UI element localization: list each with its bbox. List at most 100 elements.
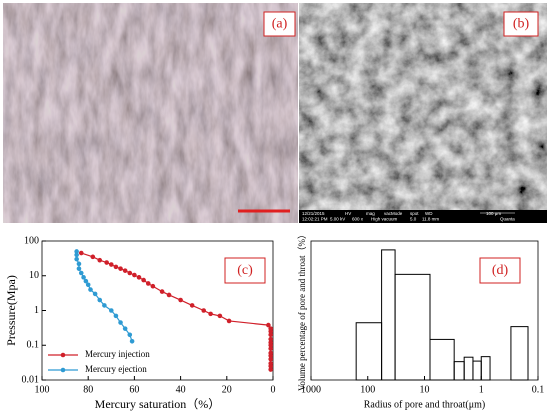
info-text: 5.0 [410, 217, 417, 222]
x-tick-label: 40 [176, 384, 186, 395]
data-point [268, 336, 273, 342]
label-box [224, 257, 266, 284]
bar [381, 249, 396, 381]
bar [355, 322, 383, 381]
data-point [141, 277, 146, 283]
info-text: Quanta [500, 217, 515, 222]
data-point [78, 250, 84, 256]
data-point [92, 291, 98, 297]
bar [394, 273, 431, 381]
data-point [268, 356, 273, 362]
data-point [78, 270, 84, 276]
y-tick-label: 0.01 [22, 374, 40, 385]
data-point [268, 329, 273, 334]
data-point [266, 322, 271, 328]
bar [453, 361, 465, 381]
data-point [208, 311, 213, 317]
data-point [122, 268, 128, 273]
data-point [85, 282, 91, 288]
label-box [479, 257, 521, 284]
legend-label: Mercury injection [85, 349, 150, 359]
data-point [113, 264, 119, 270]
x-tick-label: 0.1 [532, 384, 545, 395]
data-point [226, 318, 232, 324]
info-text: 100 μm [486, 211, 501, 216]
legend-label: Mercury ejection [85, 364, 147, 374]
panel-label: (a) [272, 17, 288, 32]
x-tick-label: 1000 [301, 384, 321, 395]
bar [463, 356, 474, 381]
data-point [136, 275, 142, 280]
x-tick-label: 100 [35, 384, 50, 395]
data-point [268, 332, 273, 338]
info-text: spot [410, 211, 419, 216]
x-axis-label: Mercury saturation（%） [95, 397, 221, 411]
panel-label: (b) [513, 17, 530, 32]
info-text: WD [425, 211, 433, 216]
y-tick-label: 1 [34, 305, 39, 316]
data-point [122, 326, 128, 331]
data-point [189, 303, 195, 308]
y-axis-label: Pressure(Mpa) [4, 275, 18, 346]
info-text: High vacuum [371, 217, 398, 222]
data-point [127, 270, 133, 276]
data-point [109, 262, 114, 267]
x-tick-label: 1 [479, 384, 484, 395]
data-point [268, 353, 273, 359]
data-point [118, 320, 123, 325]
y-axis-label: Volume percentage of pore and throat（%） [297, 230, 307, 391]
photo-b [299, 3, 547, 210]
x-tick-label: 20 [222, 384, 232, 395]
x-axis-label: Radius of pore and throat(μm) [364, 399, 485, 410]
info-text: HV [345, 211, 351, 216]
x-tick-label: 10 [420, 384, 430, 395]
data-point [118, 266, 123, 271]
label-box [503, 11, 539, 37]
data-point [268, 363, 273, 369]
data-point [178, 297, 183, 303]
data-point [145, 281, 151, 286]
data-point [74, 249, 79, 254]
data-point [76, 261, 82, 267]
data-point [217, 313, 223, 319]
data-point [104, 260, 109, 265]
data-point [83, 278, 89, 284]
data-point [201, 308, 206, 313]
data-point [97, 297, 103, 303]
y-tick-label: 0.1 [27, 340, 40, 351]
legend-marker [60, 367, 66, 373]
data-point [81, 275, 86, 280]
photo-a-tint [3, 3, 298, 223]
data-point [129, 338, 135, 344]
bar [429, 338, 455, 381]
data-point [113, 313, 119, 319]
bar [472, 360, 482, 381]
data-point [159, 289, 165, 294]
data-point [132, 272, 137, 278]
data-point [268, 342, 273, 348]
info-text: 12:02:21 PM [302, 217, 328, 222]
data-point [90, 254, 96, 260]
y-tick-label: 100 [24, 235, 39, 246]
x-tick-label: 60 [129, 384, 139, 395]
panel-label: (c) [237, 263, 253, 278]
data-point [166, 292, 172, 298]
photo-a [3, 3, 298, 223]
info-text: 5.00 kV [330, 217, 345, 222]
data-point [109, 308, 114, 313]
data-point [76, 266, 82, 271]
data-point [74, 252, 79, 258]
data-point [88, 287, 93, 292]
info-text: 600 x [352, 217, 364, 222]
label-box [263, 11, 296, 37]
x-tick-label: 0 [271, 384, 276, 395]
x-tick-label: 100 [360, 384, 375, 395]
bar [480, 356, 491, 381]
info-text: vacMode [384, 211, 403, 216]
legend-marker [60, 352, 66, 358]
data-point [74, 256, 79, 262]
panel-label: (d) [492, 263, 509, 278]
y-tick-label: 10 [29, 270, 39, 281]
